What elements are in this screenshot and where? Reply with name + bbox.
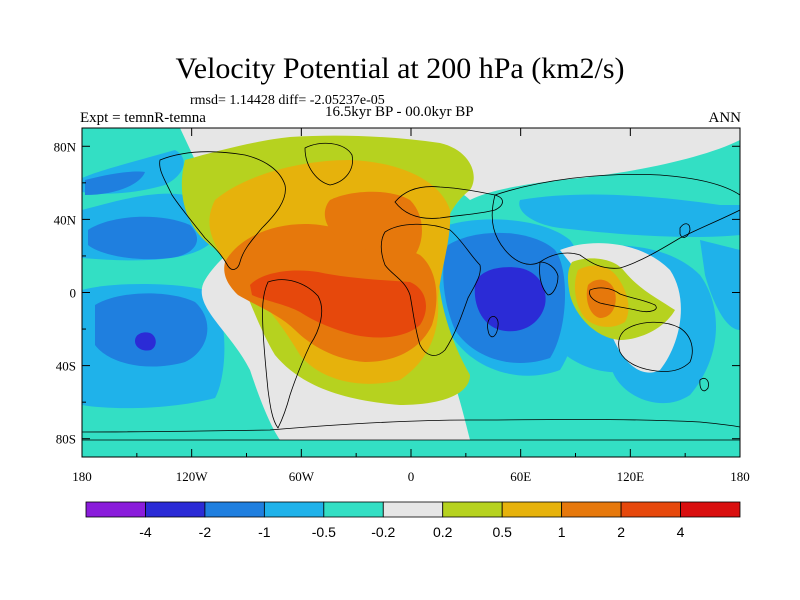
y-tick-label: 40S: [56, 359, 76, 374]
coast-europe: [394, 186, 503, 219]
colorbar-label: 0.2: [433, 524, 453, 540]
x-tick-label: 60E: [510, 469, 531, 484]
x-tick-label: 180: [72, 469, 92, 484]
colorbar-swatch: [561, 501, 622, 518]
y-tick-label: 80N: [54, 139, 77, 154]
coast-madagascar: [487, 316, 499, 338]
coast-japan: [679, 223, 691, 238]
x-tick-label: 0: [408, 469, 415, 484]
y-tick-label: 0: [70, 286, 77, 301]
colorbar-swatch: [85, 501, 146, 518]
colorbar-label: -0.2: [371, 524, 395, 540]
colorbar-swatch: [204, 501, 265, 518]
rmsd-diff-label: rmsd= 1.14428 diff= -2.05237e-05: [190, 93, 385, 108]
coast-maritime: [589, 287, 657, 313]
colorbar-label: -2: [199, 524, 212, 540]
field-nh-asia-band: [519, 194, 740, 238]
coast-north-america: [159, 151, 286, 270]
coast-africa: [380, 223, 481, 356]
colorbar-swatch: [323, 501, 384, 518]
colorbar-label: 4: [677, 524, 685, 540]
experiment-label: Expt = temnR-temna: [80, 110, 206, 126]
x-tick-label: 180: [730, 469, 750, 484]
colorbar-label: -0.5: [312, 524, 336, 540]
field-atl-max: [250, 270, 426, 338]
colorbar-swatch: [382, 501, 444, 518]
colorbar-swatch: [501, 501, 563, 518]
axes: 180 120W 60W 0 60E 120E 180 80N 40N 0 40S 80S: [54, 128, 750, 484]
coastlines: [82, 142, 740, 441]
x-tick-label: 60W: [289, 469, 315, 484]
coast-antarctica: [82, 419, 740, 441]
colorbar: -4 -2 -1 -0.5 -0.2 0.2 0.5 1 2 4: [85, 501, 741, 540]
season-label: ANN: [708, 110, 742, 126]
colorbar-swatch: [145, 501, 206, 518]
x-tick-label: 120E: [617, 469, 645, 484]
x-tick-label: 120W: [176, 469, 209, 484]
colorbar-label: -4: [139, 524, 152, 540]
colorbar-swatch: [263, 501, 325, 518]
field-africa-pos3: [324, 191, 422, 256]
colorbar-label: 0.5: [492, 524, 512, 540]
field-sw-indian-band: [540, 300, 640, 373]
page-title: Velocity Potential at 200 hPa (km2/s): [175, 52, 625, 85]
field-indian-min: [474, 267, 546, 332]
colorbar-swatch: [442, 501, 503, 518]
y-tick-label: 40N: [54, 212, 77, 227]
field-sea-pos3: [586, 279, 616, 318]
coast-south-america: [262, 279, 323, 429]
colorbar-label: 1: [558, 524, 566, 540]
y-tick-label: 80S: [56, 432, 76, 447]
field-east-band: [700, 240, 740, 330]
map-area: [82, 128, 740, 457]
field-southpac-min: [135, 332, 156, 351]
coast-australia: [618, 321, 693, 372]
colorbar-label: -1: [258, 524, 271, 540]
coast-asia: [491, 173, 740, 269]
coast-greenland: [304, 142, 353, 186]
coast-india: [539, 261, 559, 296]
field-southpac-neg: [95, 293, 208, 367]
period-label: 16.5kyr BP - 00.0kyr BP: [325, 104, 474, 120]
coast-nz: [699, 378, 709, 392]
colorbar-label: 2: [617, 524, 625, 540]
colorbar-swatch: [680, 501, 741, 518]
colorbar-swatch: [620, 501, 681, 518]
field-np-neg: [85, 171, 145, 195]
field-pacific-neg: [88, 216, 198, 260]
